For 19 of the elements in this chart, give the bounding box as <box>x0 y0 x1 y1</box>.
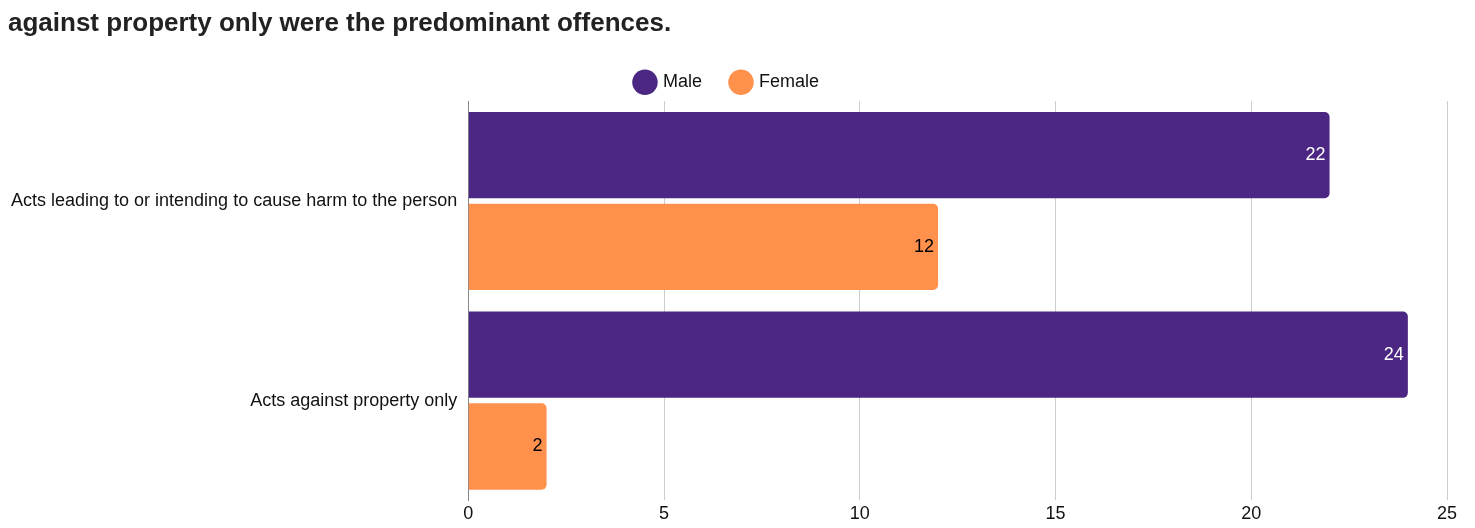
x-tick-label: 10 <box>849 503 870 524</box>
bar <box>468 311 1408 398</box>
x-tick-label: 15 <box>1045 503 1066 524</box>
x-tick-label: 25 <box>1436 503 1458 524</box>
x-tick-label: 20 <box>1241 503 1262 524</box>
bar <box>468 203 939 291</box>
data-label: 24 <box>1383 343 1404 364</box>
data-label: 22 <box>1305 144 1326 165</box>
x-tick-label: 0 <box>463 503 474 524</box>
bar <box>468 111 1330 199</box>
chart-title: against property only were the predominant offences. <box>8 6 672 37</box>
y-tick-label: Acts leading to or intending to cause harm to the person <box>10 189 458 210</box>
x-tick-label: 5 <box>659 503 670 524</box>
data-label: 2 <box>532 435 543 456</box>
y-tick-label: Acts against property only <box>250 389 458 410</box>
bar <box>468 403 547 490</box>
legend-label: Female <box>759 71 820 92</box>
data-label: 12 <box>914 235 935 256</box>
legend-label: Male <box>662 71 702 92</box>
